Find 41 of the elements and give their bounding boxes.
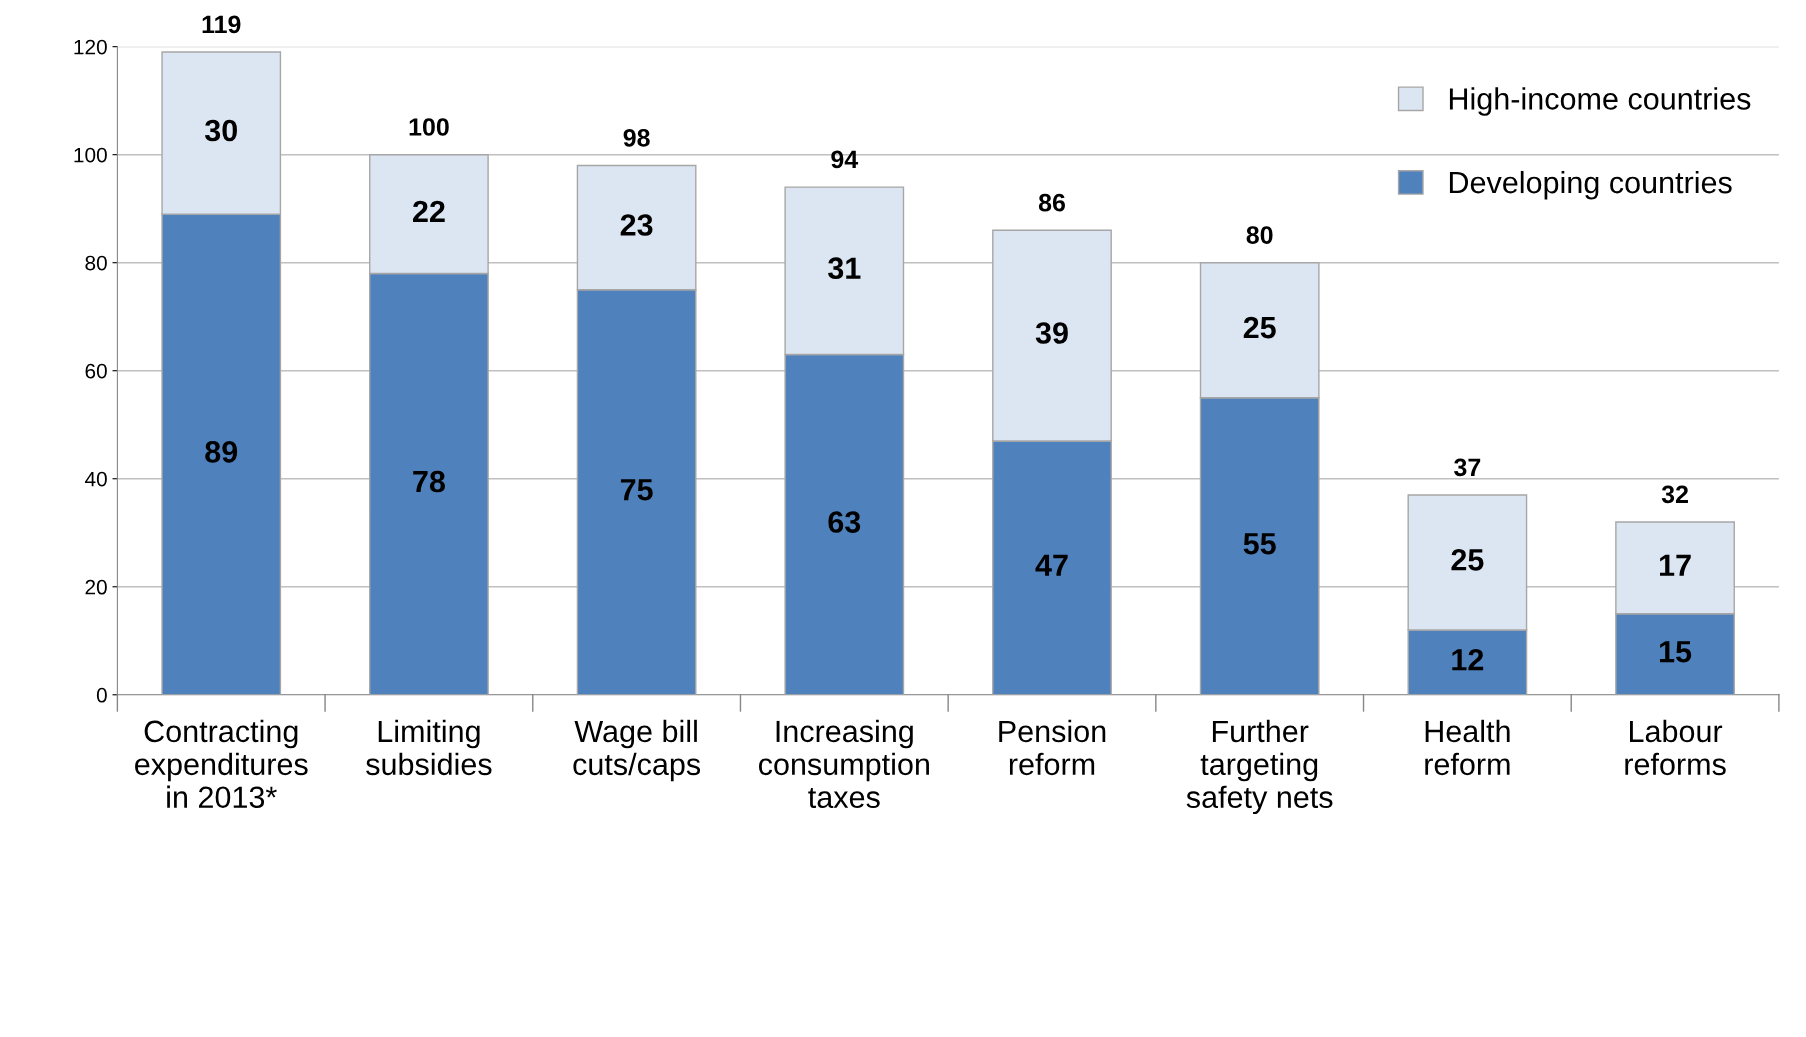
data-label: 17: [1660, 554, 1691, 576]
y-tick-label: 0: [96, 687, 107, 703]
data-label: 31: [828, 257, 861, 280]
total-label: 119: [202, 15, 241, 34]
total-label: 94: [831, 150, 859, 169]
data-label: 25: [1451, 549, 1484, 571]
data-label: 12: [1452, 648, 1484, 671]
data-label: 15: [1660, 641, 1692, 663]
x-tick-label: Increasing consumption taxes: [758, 719, 929, 809]
total-label: 80: [1246, 226, 1273, 244]
total-label: 37: [1454, 458, 1481, 477]
data-label: 22: [412, 200, 445, 222]
data-label: 89: [205, 441, 238, 463]
data-label: 39: [1035, 322, 1068, 344]
data-label: 78: [413, 470, 445, 493]
y-tick-label: 60: [85, 363, 107, 379]
total-label: 86: [1038, 193, 1065, 212]
data-label: 47: [1035, 554, 1068, 576]
data-label: 75: [620, 479, 653, 501]
data-label: 25: [1243, 316, 1276, 339]
data-label: 63: [828, 511, 861, 533]
y-tick-label: 20: [85, 579, 107, 595]
data-label: 23: [620, 214, 653, 236]
y-tick-label: 40: [84, 471, 107, 487]
total-label: 100: [409, 118, 449, 136]
y-tick-label: 80: [85, 255, 107, 271]
x-tick-label: Health reform: [1425, 719, 1510, 776]
legend-label: Developing countries: [1449, 170, 1732, 200]
y-tick-label: 100: [74, 147, 107, 163]
x-tick-label: Wage bill cuts/caps: [573, 719, 701, 782]
total-label: 32: [1661, 485, 1688, 504]
y-tick-label: 120: [74, 39, 107, 55]
total-label: 98: [623, 128, 650, 147]
x-tick-label: Pension reform: [999, 719, 1106, 776]
data-label: 30: [204, 119, 237, 142]
legend-label: High-income countries: [1449, 87, 1751, 116]
x-tick-label: Labour reforms: [1625, 719, 1726, 776]
data-label: 55: [1243, 533, 1276, 555]
x-tick-label: Limiting subsidies: [366, 719, 492, 776]
x-tick-label: Further targeting safety nets: [1186, 719, 1333, 815]
x-tick-label: Contracting expenditures in 2013*: [135, 719, 308, 809]
